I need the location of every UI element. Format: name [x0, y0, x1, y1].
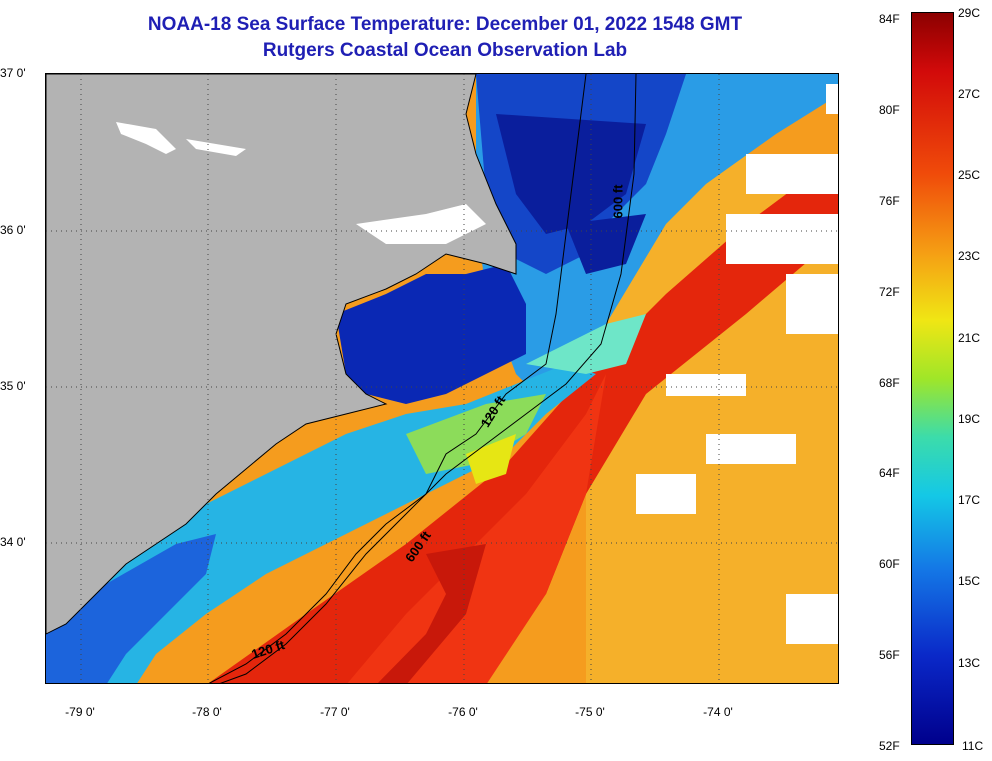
- scale-f-68: 68F: [879, 376, 900, 390]
- graticule: [46, 74, 838, 683]
- lon-label-79: -79 0': [65, 705, 95, 719]
- color-bar-graphic: [912, 13, 953, 744]
- scale-c-15: 15C: [958, 574, 981, 588]
- cloud-cover: [636, 84, 838, 644]
- isobath-label-600-north: 600 ft: [610, 184, 626, 219]
- isobath-120ft: [208, 74, 587, 683]
- lat-label-37: 37 0': [0, 66, 26, 80]
- scale-c-27: 27C: [958, 87, 981, 101]
- scale-f-52: 52F: [879, 739, 900, 753]
- scale-f-60: 60F: [879, 557, 900, 571]
- scale-f-80: 80F: [879, 103, 900, 117]
- scale-c-19: 19C: [958, 412, 981, 426]
- sst-map-graphic: [46, 74, 838, 683]
- scale-c-21: 21C: [958, 331, 981, 345]
- lon-label-78: -78 0': [192, 705, 222, 719]
- lat-label-35: 35 0': [0, 379, 26, 393]
- scale-f-76: 76F: [879, 194, 900, 208]
- scale-c-11: 11C: [962, 739, 984, 753]
- lon-label-74: -74 0': [703, 705, 733, 719]
- scale-f-72: 72F: [879, 285, 900, 299]
- scale-c-29: 29C: [958, 6, 981, 20]
- map-title: NOAA-18 Sea Surface Temperature: Decembe…: [147, 14, 743, 35]
- isobath-600ft: [220, 74, 637, 683]
- lat-label-36: 36 0': [0, 223, 26, 237]
- scale-f-84: 84F: [879, 12, 900, 26]
- scale-c-17: 17C: [958, 493, 981, 507]
- scale-c-23: 23C: [958, 249, 981, 263]
- scale-f-64: 64F: [879, 466, 900, 480]
- lon-label-77: -77 0': [320, 705, 350, 719]
- lon-label-76: -76 0': [448, 705, 478, 719]
- temperature-color-bar: [911, 12, 954, 745]
- scale-f-56: 56F: [879, 648, 900, 662]
- scale-c-13: 13C: [958, 656, 981, 670]
- lon-label-75: -75 0': [575, 705, 605, 719]
- sst-map: 600 ft 120 ft 600 ft 120 ft: [45, 73, 839, 684]
- map-subtitle: Rutgers Coastal Ocean Observation Lab: [262, 40, 628, 61]
- scale-c-25: 25C: [958, 168, 981, 182]
- lat-label-34: 34 0': [0, 535, 26, 549]
